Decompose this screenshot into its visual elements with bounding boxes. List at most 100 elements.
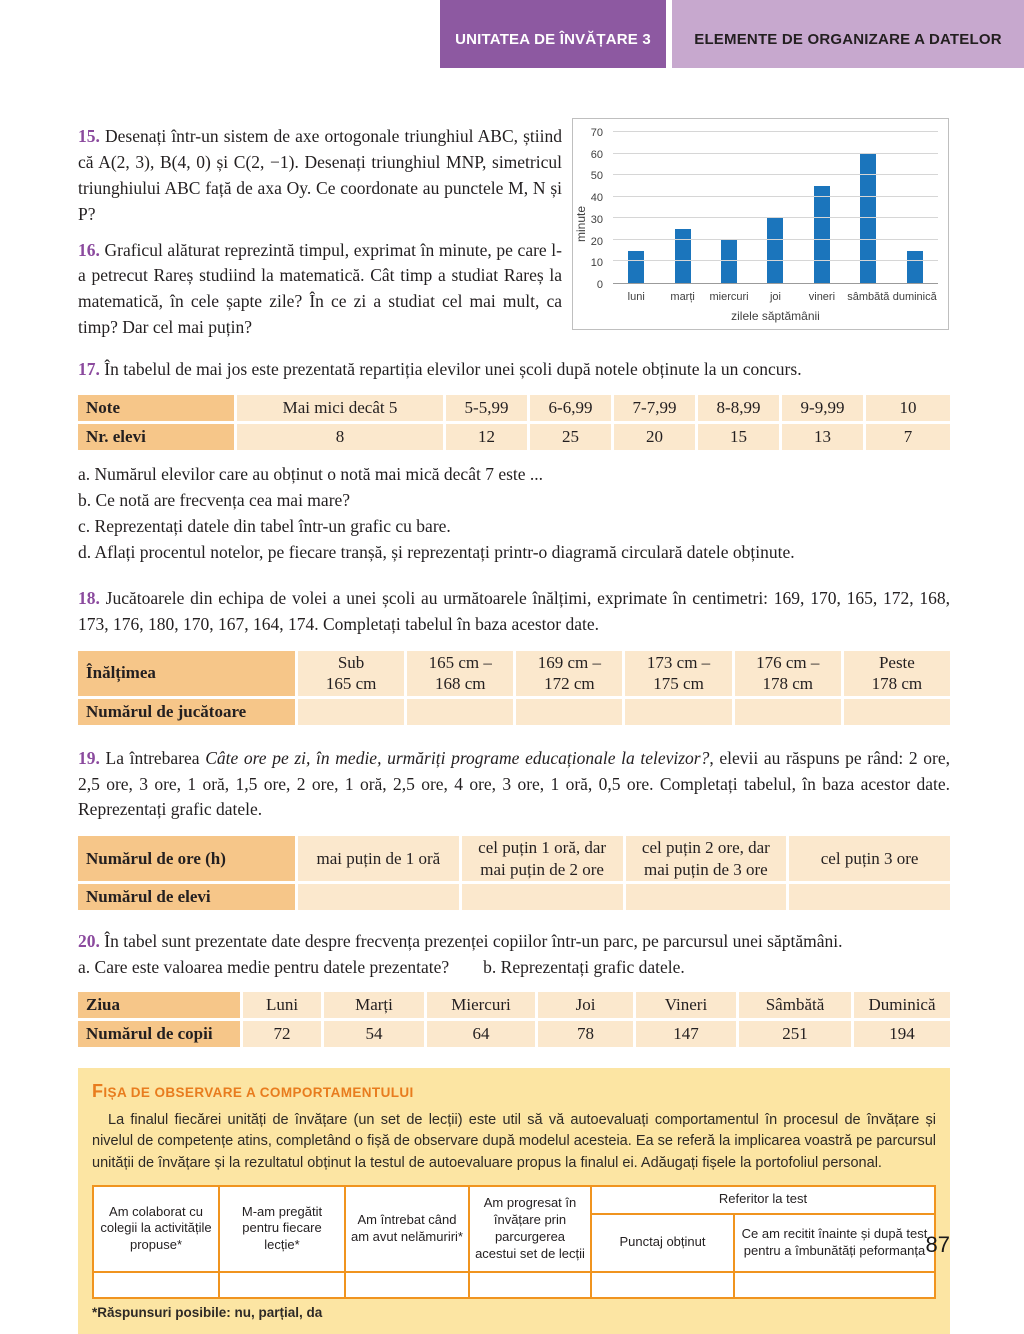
empty-cell — [461, 883, 623, 910]
hours-row-label: Numărul de ore (h) — [78, 836, 295, 881]
table-cell: 10 — [866, 395, 950, 422]
chart-y-tick-label: 70 — [590, 127, 603, 139]
table-row: Numărul de copii 72 54 64 78 147 251 194 — [78, 1020, 950, 1047]
table-row: Numărul de jucătoare — [78, 698, 950, 725]
chart-y-tick-label: 40 — [590, 192, 603, 205]
empty-cell — [298, 698, 405, 725]
chart-y-tick-label: 0 — [596, 279, 603, 291]
exercise-17-text: 17. În tabelul de mai jos este prezentat… — [78, 357, 950, 383]
obs-col-questions: Am întrebat când am avut nelămuriri* — [344, 1184, 470, 1273]
exercise-20-text: 20. În tabel sunt prezentate date despre… — [78, 929, 950, 981]
empty-cell — [734, 698, 841, 725]
observation-footnote: *Răspunsuri posibile: nu, parțial, da — [92, 1304, 323, 1320]
exercise-16-number: 16. — [78, 239, 100, 260]
table-cell: 7 — [866, 424, 950, 451]
table-cell: Sâmbătă — [739, 991, 851, 1018]
table-row: Numărul de ore (h) mai puțin de 1 oră ce… — [78, 836, 950, 881]
table-cell: 7-7,99 — [614, 395, 695, 422]
chart-bar-slot — [799, 132, 845, 283]
list-item: a. Numărul elevilor care au obținut o no… — [78, 464, 544, 485]
table-cell: Mai mici decât 5 — [237, 395, 443, 422]
chart-gridline — [613, 152, 938, 154]
table-cell: 9-9,99 — [782, 395, 863, 422]
table-cell: Luni — [243, 991, 321, 1018]
empty-cell — [733, 1270, 936, 1299]
park-attendance-table: Ziua Luni Marți Miercuri Joi Vineri Sâmb… — [75, 989, 953, 1050]
exercise-19-question: Câte ore pe zi, în medie, urmăriți progr… — [205, 747, 710, 768]
table-cell: 20 — [614, 424, 695, 451]
day-row-label: Ziua — [78, 991, 240, 1018]
empty-cell — [625, 698, 732, 725]
table-cell: 78 — [538, 1020, 633, 1047]
empty-cell — [516, 698, 623, 725]
chart-bar-vineri — [813, 185, 830, 283]
chart-gridline — [613, 217, 938, 219]
exercise-17-subitems: a. Numărul elevilor care au obținut o no… — [78, 463, 950, 564]
chart-bar-duminică — [906, 250, 923, 283]
exercise-17-body: În tabelul de mai jos este prezentată re… — [104, 359, 802, 380]
chart-gridline — [613, 238, 938, 240]
exercise-15-text: 15. Desenați într-un sistem de axe ortog… — [78, 124, 562, 228]
table-cell: 54 — [324, 1020, 424, 1047]
two-column-section: 15. Desenați într-un sistem de axe ortog… — [78, 118, 950, 341]
chart-bar-luni — [628, 250, 645, 283]
pupils-row-label: Numărul de elevi — [78, 883, 295, 910]
table-row — [92, 1270, 936, 1299]
list-item: c. Reprezentați datele din tabel într-un… — [78, 516, 451, 537]
chart-gridline — [613, 174, 938, 176]
table-cell: 25 — [530, 424, 611, 451]
chart-y-tick-label: 30 — [590, 213, 603, 226]
chart-x-tick-label: vineri — [808, 291, 836, 303]
empty-cell — [590, 1270, 735, 1299]
table-row: Numărul de elevi — [78, 883, 950, 910]
behaviour-observation-box: FIȘA DE OBSERVARE A COMPORTAMENTULUI La … — [78, 1067, 950, 1334]
exercise-15-number: 15. — [78, 126, 100, 146]
exercise-15-body: Desenați într-un sistem de axe ortogonal… — [78, 126, 562, 224]
exercise-16-body: Graficul alăturat reprezintă timpul, exp… — [78, 239, 562, 338]
table-cell: cel puțin 3 ore — [789, 836, 950, 881]
table-cell: 5-5,99 — [446, 395, 527, 422]
chart-plot-area — [613, 131, 938, 284]
obs-col-review: Ce am recitit înainte și după test pentr… — [733, 1212, 936, 1273]
hours-table: Numărul de ore (h) mai puțin de 1 oră ce… — [75, 833, 953, 913]
chart-gridline — [613, 131, 938, 132]
chart-gridline — [613, 195, 938, 197]
grades-row-label: Note — [78, 395, 234, 422]
obs-col-score: Punctaj obținut — [590, 1212, 735, 1273]
observation-box-paragraph: La finalul fiecărei unități de învățare … — [92, 1111, 936, 1172]
exercise-20-number: 20. — [78, 930, 100, 951]
chart-bar-joi — [767, 218, 784, 283]
grades-table: Note Mai mici decât 5 5-5,99 6-6,99 7-7,… — [75, 392, 953, 453]
chart-bar-slot — [659, 132, 705, 283]
obs-col-collaboration: Am colaborat cu colegii la activitățile … — [92, 1184, 220, 1273]
exercise-17-number: 17. — [78, 359, 100, 380]
chapter-banner-label: ELEMENTE DE ORGANIZARE A DATELOR — [694, 30, 1002, 48]
exercise-18-text: 18. Jucătoarele din echipa de volei a un… — [78, 586, 950, 638]
table-cell: 6-6,99 — [530, 395, 611, 422]
chart-y-tick-label: 20 — [590, 235, 603, 248]
exercise-19-body-post: , elevii au răspuns pe rând: 2 ore, 2,5 … — [78, 747, 951, 820]
empty-cell — [625, 883, 787, 910]
list-item: d. Aflați procentul notelor, pe fiecare … — [78, 542, 795, 563]
exercise-20-body: În tabel sunt prezentate date despre fre… — [104, 930, 843, 951]
table-row: Nr. elevi 8 12 25 20 15 13 7 — [78, 424, 950, 451]
chart-y-ticks: 0 10 20 30 40 50 60 70 — [573, 127, 607, 291]
chart-x-tick-label: joi — [769, 291, 781, 303]
table-cell: Joi — [538, 991, 633, 1018]
empty-cell — [92, 1270, 220, 1299]
chart-bar-slot — [752, 132, 798, 283]
exercise-20-item-a: a. Care este valoarea medie pentru datel… — [78, 956, 450, 977]
chart-y-tick-label: 60 — [590, 148, 603, 161]
chart-x-tick-label: sâmbătă — [847, 291, 890, 303]
table-cell: 194 — [854, 1020, 950, 1047]
table-row: Punctaj obținut Ce am recitit înainte și… — [93, 1212, 936, 1273]
empty-cell — [344, 1270, 470, 1299]
exercise-16-text: 16. Graficul alăturat reprezintă timpul,… — [78, 238, 562, 342]
table-row: Note Mai mici decât 5 5-5,99 6-6,99 7-7,… — [78, 395, 950, 422]
chart-x-tick-label: marți — [670, 291, 695, 303]
obs-col-preparation: M-am pregătit pentru fiecare lecție* — [218, 1184, 346, 1273]
heights-table: Înălțimea Sub 165 cm 165 cm – 168 cm 169… — [75, 648, 953, 728]
chart-bar-marți — [674, 229, 691, 283]
table-cell: 169 cm – 172 cm — [516, 651, 623, 696]
table-row: Înălțimea Sub 165 cm 165 cm – 168 cm 169… — [78, 651, 950, 696]
